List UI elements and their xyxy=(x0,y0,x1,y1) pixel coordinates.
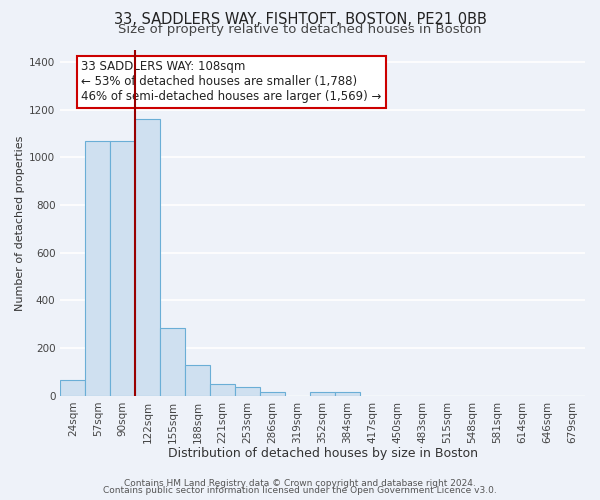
Bar xyxy=(310,392,335,396)
Bar xyxy=(160,328,185,396)
Bar xyxy=(260,392,285,396)
Bar xyxy=(85,140,110,396)
X-axis label: Distribution of detached houses by size in Boston: Distribution of detached houses by size … xyxy=(167,447,478,460)
Bar xyxy=(110,140,135,396)
Text: 33, SADDLERS WAY, FISHTOFT, BOSTON, PE21 0BB: 33, SADDLERS WAY, FISHTOFT, BOSTON, PE21… xyxy=(113,12,487,28)
Text: Contains HM Land Registry data © Crown copyright and database right 2024.: Contains HM Land Registry data © Crown c… xyxy=(124,478,476,488)
Y-axis label: Number of detached properties: Number of detached properties xyxy=(15,135,25,310)
Bar xyxy=(210,384,235,396)
Text: Size of property relative to detached houses in Boston: Size of property relative to detached ho… xyxy=(118,22,482,36)
Bar xyxy=(235,388,260,396)
Text: 33 SADDLERS WAY: 108sqm
← 53% of detached houses are smaller (1,788)
46% of semi: 33 SADDLERS WAY: 108sqm ← 53% of detache… xyxy=(81,60,382,104)
Bar xyxy=(185,365,210,396)
Bar xyxy=(135,119,160,396)
Text: Contains public sector information licensed under the Open Government Licence v3: Contains public sector information licen… xyxy=(103,486,497,495)
Bar xyxy=(335,392,360,396)
Bar xyxy=(60,380,85,396)
